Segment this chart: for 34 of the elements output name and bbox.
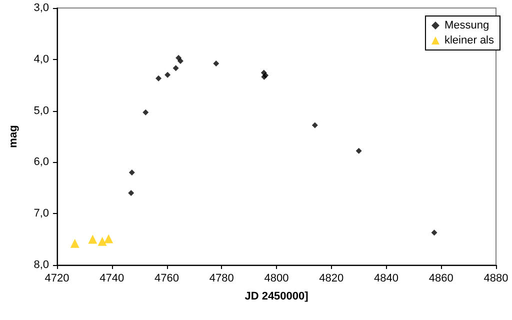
point: [142, 109, 149, 116]
point: [312, 122, 318, 128]
point: [128, 169, 135, 176]
legend-label: kleiner als: [444, 34, 494, 46]
x-tick-label: 4780: [209, 272, 234, 284]
point: [172, 65, 179, 72]
x-tick-label: 4880: [484, 272, 508, 284]
y-tick-label: 8,0: [34, 259, 49, 271]
y-tick-label: 3,0: [34, 2, 49, 14]
x-tick-label: 4720: [44, 272, 70, 284]
point: [177, 58, 184, 64]
x-tick-label: 4800: [264, 272, 289, 284]
point: [128, 190, 134, 196]
x-tick-label: 4820: [319, 272, 344, 284]
point: [70, 238, 80, 248]
x-axis-title: JD 2450000]: [244, 290, 309, 302]
x-tick-label: 4740: [100, 272, 124, 284]
y-tick-label: 5,0: [34, 104, 49, 117]
point: [356, 148, 362, 154]
y-axis-title: mag: [8, 125, 20, 148]
legend-label: Messung: [444, 20, 490, 32]
point: [156, 75, 162, 82]
x-tick-label: 4760: [154, 272, 179, 284]
y-tick-label: 7,0: [34, 208, 49, 220]
point: [164, 72, 171, 78]
point: [88, 234, 98, 244]
point: [213, 60, 220, 67]
x-tick-label: 4860: [428, 272, 454, 284]
y-tick-label: 6,0: [34, 156, 49, 168]
point: [431, 230, 438, 236]
point: [104, 234, 114, 244]
x-tick-label: 4840: [374, 272, 398, 284]
y-tick-label: 4,0: [34, 53, 49, 66]
point: [98, 236, 107, 246]
